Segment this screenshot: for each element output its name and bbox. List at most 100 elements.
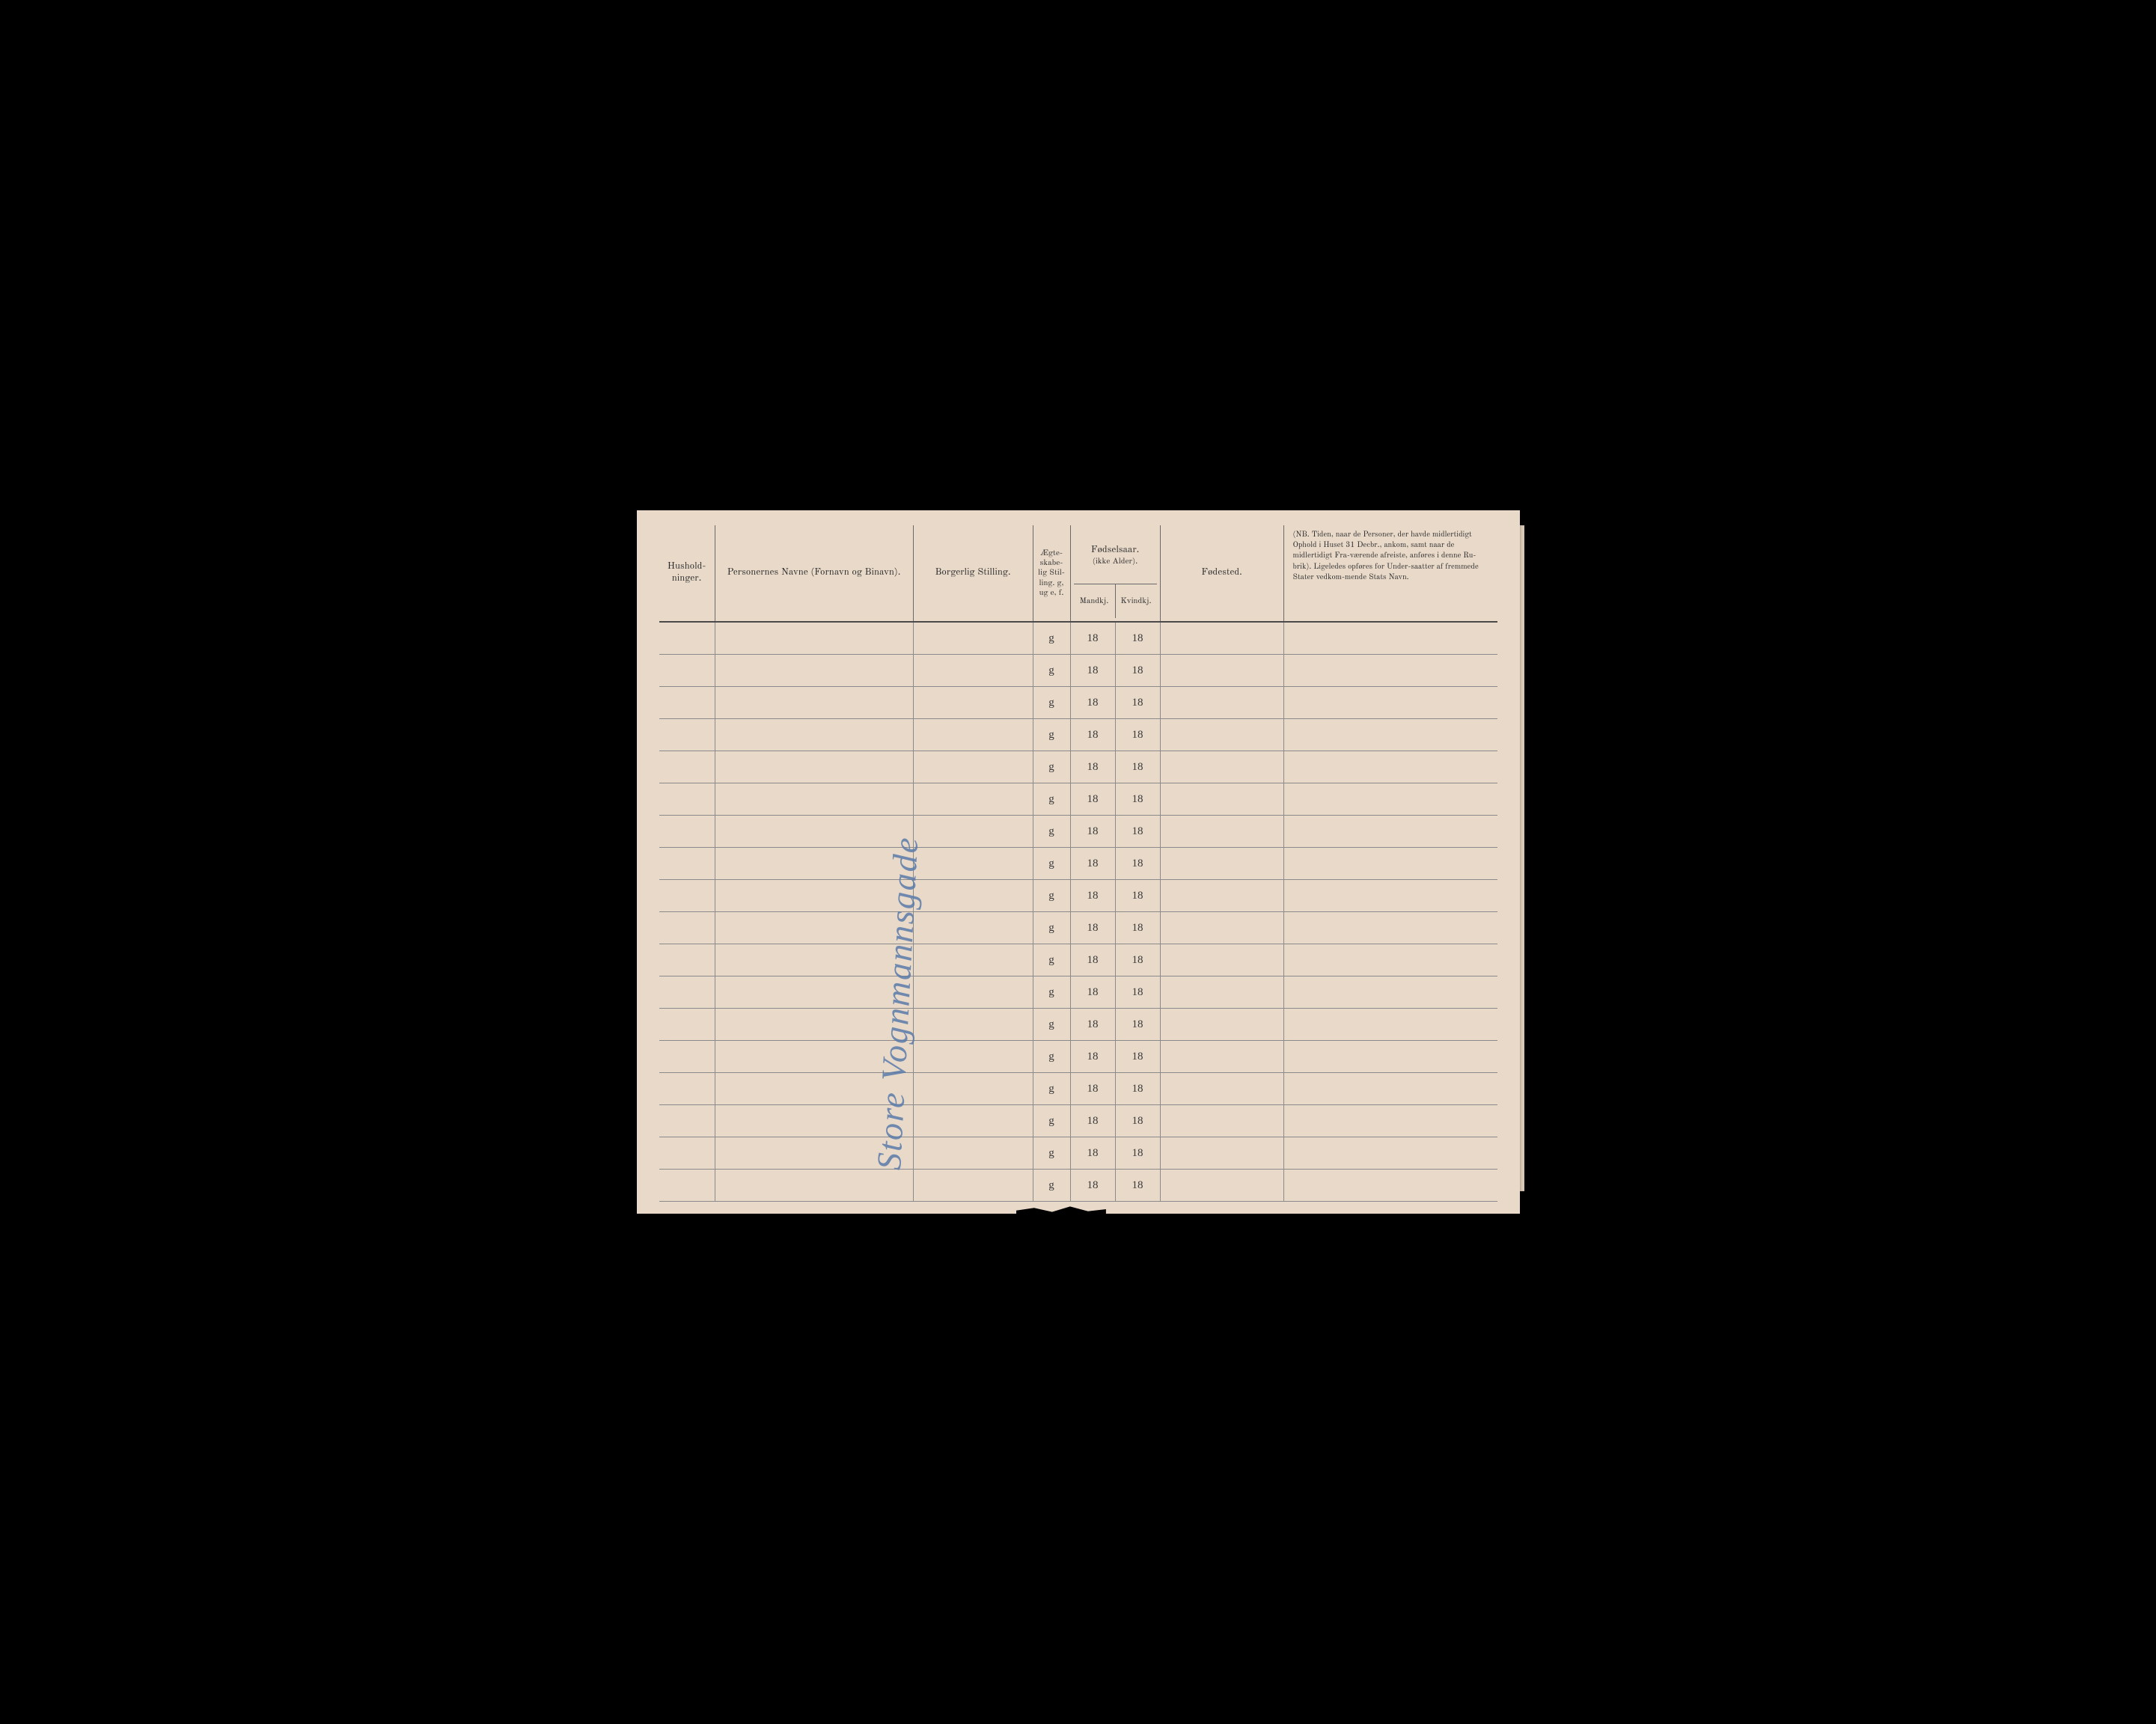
cell-stilling xyxy=(914,655,1033,686)
cell-fodested xyxy=(1161,719,1284,751)
cell-kvindkj: 18 xyxy=(1116,655,1161,686)
cell-kvindkj: 18 xyxy=(1116,1073,1161,1104)
cell-kvindkj: 18 xyxy=(1116,976,1161,1008)
cell-husholdninger xyxy=(659,944,715,976)
table-row: g1818 xyxy=(659,719,1497,751)
cell-husholdninger xyxy=(659,1170,715,1201)
cell-stilling xyxy=(914,976,1033,1008)
cell-stilling xyxy=(914,1041,1033,1072)
cell-navne xyxy=(715,912,914,944)
cell-husholdninger xyxy=(659,783,715,815)
cell-aegte: g xyxy=(1033,816,1071,847)
cell-nb xyxy=(1284,1041,1497,1072)
cell-kvindkj: 18 xyxy=(1116,1170,1161,1201)
table-row: g1818 xyxy=(659,1073,1497,1105)
cell-husholdninger xyxy=(659,880,715,911)
cell-fodested xyxy=(1161,944,1284,976)
header-fodselsaar: Fødselsaar. (ikke Alder). Mandkj. Kvindk… xyxy=(1071,525,1161,621)
cell-fodested xyxy=(1161,1073,1284,1104)
cell-kvindkj: 18 xyxy=(1116,816,1161,847)
cell-husholdninger xyxy=(659,655,715,686)
cell-fodested xyxy=(1161,1170,1284,1201)
cell-mandkj: 18 xyxy=(1071,655,1116,686)
cell-aegte: g xyxy=(1033,1170,1071,1201)
table-row: g1818 xyxy=(659,687,1497,719)
cell-mandkj: 18 xyxy=(1071,816,1116,847)
table-row: g1818 xyxy=(659,1105,1497,1137)
header-aegteskabelig: Ægte- skabe- lig Stil- ling. g, ug e, f. xyxy=(1033,525,1071,621)
census-form-page: Hushold- ninger. Personernes Navne (Forn… xyxy=(637,510,1520,1214)
cell-aegte: g xyxy=(1033,1009,1071,1040)
cell-aegte: g xyxy=(1033,783,1071,815)
cell-husholdninger xyxy=(659,719,715,751)
cell-kvindkj: 18 xyxy=(1116,751,1161,783)
table-header-row: Hushold- ninger. Personernes Navne (Forn… xyxy=(659,525,1497,623)
cell-stilling xyxy=(914,880,1033,911)
cell-stilling xyxy=(914,1073,1033,1104)
cell-navne xyxy=(715,1073,914,1104)
cell-navne xyxy=(715,816,914,847)
cell-husholdninger xyxy=(659,1041,715,1072)
cell-fodested xyxy=(1161,848,1284,879)
cell-navne xyxy=(715,623,914,654)
cell-stilling xyxy=(914,1009,1033,1040)
cell-fodested xyxy=(1161,687,1284,718)
cell-mandkj: 18 xyxy=(1071,912,1116,944)
cell-aegte: g xyxy=(1033,623,1071,654)
cell-nb xyxy=(1284,1009,1497,1040)
table-row: g1818 xyxy=(659,1041,1497,1073)
cell-navne xyxy=(715,655,914,686)
cell-kvindkj: 18 xyxy=(1116,912,1161,944)
cell-nb xyxy=(1284,687,1497,718)
cell-navne xyxy=(715,1041,914,1072)
cell-stilling xyxy=(914,751,1033,783)
cell-kvindkj: 18 xyxy=(1116,1137,1161,1169)
cell-mandkj: 18 xyxy=(1071,880,1116,911)
cell-kvindkj: 18 xyxy=(1116,848,1161,879)
cell-stilling xyxy=(914,1137,1033,1169)
cell-aegte: g xyxy=(1033,1073,1071,1104)
cell-fodested xyxy=(1161,655,1284,686)
cell-aegte: g xyxy=(1033,687,1071,718)
cell-mandkj: 18 xyxy=(1071,1073,1116,1104)
cell-kvindkj: 18 xyxy=(1116,944,1161,976)
table-row: g1818 xyxy=(659,880,1497,912)
table-row: g1818 xyxy=(659,655,1497,687)
cell-stilling xyxy=(914,783,1033,815)
cell-fodested xyxy=(1161,816,1284,847)
cell-husholdninger xyxy=(659,623,715,654)
cell-mandkj: 18 xyxy=(1071,976,1116,1008)
cell-kvindkj: 18 xyxy=(1116,1105,1161,1137)
cell-nb xyxy=(1284,623,1497,654)
cell-fodested xyxy=(1161,976,1284,1008)
cell-navne xyxy=(715,1170,914,1201)
cell-stilling xyxy=(914,944,1033,976)
cell-kvindkj: 18 xyxy=(1116,1041,1161,1072)
cell-husholdninger xyxy=(659,1105,715,1137)
header-navne: Personernes Navne (Fornavn og Binavn). xyxy=(715,525,914,621)
cell-mandkj: 18 xyxy=(1071,1041,1116,1072)
page-edge-shadow xyxy=(1520,525,1524,1191)
cell-aegte: g xyxy=(1033,912,1071,944)
cell-nb xyxy=(1284,1170,1497,1201)
cell-fodested xyxy=(1161,1041,1284,1072)
cell-fodested xyxy=(1161,1009,1284,1040)
cell-nb xyxy=(1284,655,1497,686)
cell-fodested xyxy=(1161,751,1284,783)
cell-fodested xyxy=(1161,783,1284,815)
cell-navne xyxy=(715,848,914,879)
header-mandkj: Mandkj. xyxy=(1074,584,1116,618)
cell-nb xyxy=(1284,848,1497,879)
cell-aegte: g xyxy=(1033,719,1071,751)
cell-husholdninger xyxy=(659,1073,715,1104)
table-row: g1818 xyxy=(659,751,1497,783)
cell-nb xyxy=(1284,912,1497,944)
cell-stilling xyxy=(914,816,1033,847)
torn-edge xyxy=(1016,1202,1106,1216)
cell-nb xyxy=(1284,1137,1497,1169)
cell-stilling xyxy=(914,1170,1033,1201)
table-row: g1818 xyxy=(659,623,1497,655)
cell-husholdninger xyxy=(659,816,715,847)
cell-navne xyxy=(715,783,914,815)
cell-kvindkj: 18 xyxy=(1116,719,1161,751)
